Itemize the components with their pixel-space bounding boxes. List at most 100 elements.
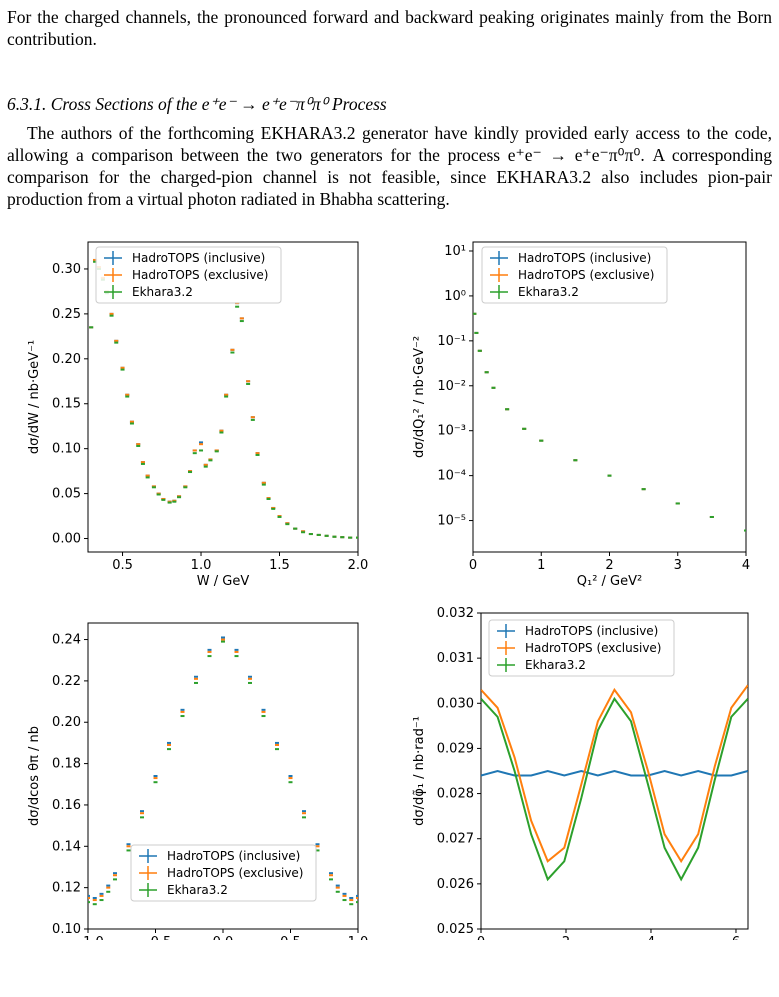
data-point bbox=[248, 675, 252, 678]
data-point bbox=[167, 748, 171, 751]
x-tick-label: −1.0 bbox=[72, 935, 104, 940]
data-point bbox=[208, 459, 213, 462]
data-point bbox=[140, 461, 145, 464]
data-point bbox=[234, 655, 239, 658]
data-point bbox=[93, 260, 98, 263]
data-point bbox=[484, 371, 489, 374]
data-point bbox=[324, 534, 329, 537]
data-point bbox=[349, 899, 354, 902]
series-2 bbox=[473, 312, 746, 532]
data-point bbox=[125, 395, 130, 398]
chart-panel-2: 0 1 2 3 4 10⁻⁵ 10⁻⁴ 10⁻³ 10⁻² 10⁻¹ 10⁰ 10¹ Q₁² / GeV… bbox=[412, 241, 750, 589]
data-point bbox=[235, 305, 240, 308]
series-line bbox=[481, 696, 748, 882]
data-point bbox=[126, 845, 131, 848]
data-point bbox=[92, 899, 97, 902]
data-point bbox=[140, 816, 144, 819]
legend-label: HadroTOPS (exclusive) bbox=[525, 641, 661, 655]
legend-box bbox=[130, 844, 317, 902]
legend-label: Ekhara3.2 bbox=[132, 285, 193, 299]
data-point bbox=[113, 872, 117, 875]
data-point bbox=[349, 896, 354, 899]
section-title: Cross Sections of the e⁺e⁻ → e⁺e⁻π⁰π⁰ Pr… bbox=[50, 94, 387, 114]
data-point bbox=[180, 715, 185, 718]
data-point bbox=[199, 449, 204, 452]
legend-label: Ekhara3.2 bbox=[525, 658, 586, 672]
legend: HadroTOPS (inclusive) HadroTOPS (exclusiv… bbox=[95, 246, 282, 304]
data-point bbox=[288, 777, 293, 780]
data-point bbox=[221, 638, 225, 641]
data-point bbox=[207, 655, 212, 658]
y-tick-label: 0.12 bbox=[52, 881, 81, 896]
data-point bbox=[473, 312, 477, 315]
data-point bbox=[167, 741, 171, 744]
data-point bbox=[203, 465, 208, 468]
data-point bbox=[177, 496, 182, 499]
y-tick-label: 0.24 bbox=[52, 633, 81, 648]
y-axis-label: dσ/dφ̃₁ / nb·rad⁻¹ bbox=[412, 716, 427, 826]
x-tick-label: 2 bbox=[562, 935, 570, 940]
data-point bbox=[114, 339, 119, 342]
data-point bbox=[275, 743, 279, 746]
x-tick-label: 2 bbox=[605, 558, 613, 573]
data-point bbox=[315, 849, 320, 852]
data-point bbox=[316, 533, 321, 536]
paragraph-intro: For the charged channels, the pronounced… bbox=[7, 7, 772, 49]
data-point bbox=[266, 497, 271, 500]
data-point bbox=[99, 899, 104, 902]
data-point bbox=[151, 486, 156, 489]
data-point bbox=[248, 681, 252, 684]
data-point bbox=[129, 420, 134, 423]
data-area bbox=[88, 636, 358, 906]
y-tick-label: 0.25 bbox=[52, 307, 81, 322]
data-point bbox=[641, 488, 646, 491]
data-point bbox=[288, 781, 293, 784]
x-axis-label: W / GeV bbox=[197, 574, 250, 589]
data-point bbox=[491, 386, 496, 389]
data-point bbox=[356, 894, 358, 897]
data-point bbox=[207, 650, 212, 653]
data-point bbox=[136, 443, 141, 446]
y-tick-label: 10¹ bbox=[444, 244, 466, 259]
data-point bbox=[261, 708, 266, 711]
data-point bbox=[129, 422, 134, 425]
data-point bbox=[349, 903, 354, 906]
data-point bbox=[92, 896, 97, 899]
chart-panel-1: 0.5 1.0 1.5 2.0 0.00 0.05 0.10 0.15 0.20 0.25 0.30… bbox=[27, 241, 368, 589]
data-point bbox=[156, 493, 161, 496]
data-point bbox=[250, 416, 255, 419]
data-point bbox=[145, 474, 150, 477]
series-1 bbox=[481, 769, 748, 777]
legend-label: HadroTOPS (exclusive) bbox=[132, 268, 268, 282]
y-tick-label: 0.026 bbox=[437, 877, 474, 892]
y-tick-label: 0.05 bbox=[52, 487, 81, 502]
data-point bbox=[88, 896, 90, 899]
data-point bbox=[140, 462, 145, 465]
data-point bbox=[255, 452, 260, 455]
data-point bbox=[120, 366, 125, 369]
data-point bbox=[302, 812, 306, 815]
data-point bbox=[219, 431, 224, 434]
data-point bbox=[126, 843, 131, 846]
y-tick-label: 0.10 bbox=[52, 922, 81, 937]
data-point bbox=[248, 677, 252, 680]
data-point bbox=[474, 331, 479, 334]
data-point bbox=[477, 349, 482, 352]
data-point bbox=[539, 439, 544, 442]
series-2 bbox=[88, 638, 358, 902]
data-point bbox=[194, 675, 198, 678]
data-point bbox=[120, 368, 125, 371]
y-tick-label: 10⁻³ bbox=[437, 424, 466, 439]
data-point bbox=[744, 529, 746, 532]
series-2 bbox=[481, 684, 748, 864]
series-3 bbox=[481, 696, 748, 882]
data-point bbox=[275, 748, 279, 751]
y-tick-label: 0.028 bbox=[437, 787, 474, 802]
y-tick-label: 10⁻⁴ bbox=[437, 469, 466, 484]
section-heading: 6.3.1. Cross Sections of the e⁺e⁻ → e⁺e⁻… bbox=[7, 94, 387, 115]
data-point bbox=[250, 418, 255, 421]
data-point bbox=[199, 443, 204, 446]
data-point bbox=[192, 449, 197, 452]
data-point bbox=[221, 640, 225, 643]
series-line bbox=[481, 684, 748, 864]
